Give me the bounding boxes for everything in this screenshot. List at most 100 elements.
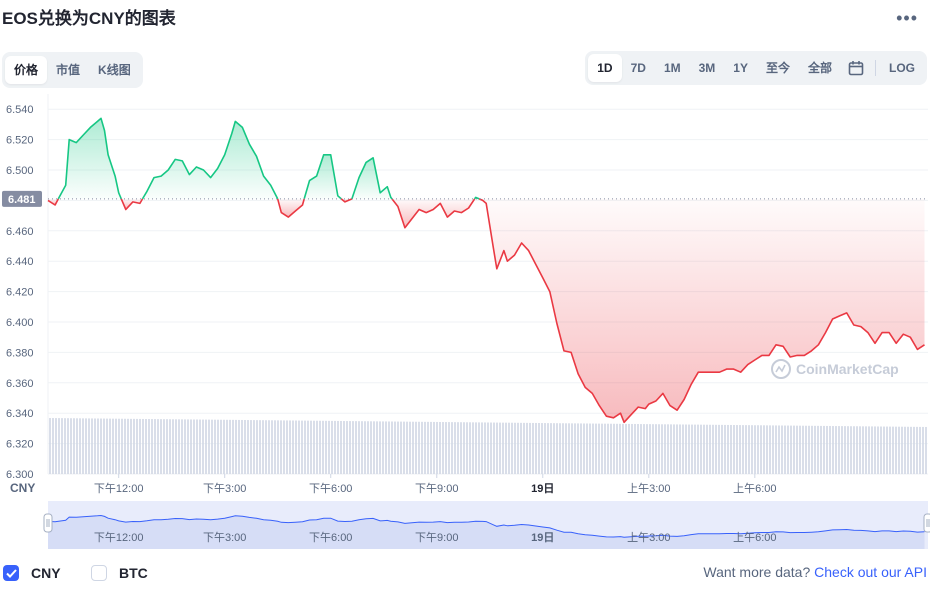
- navigator-tick-label: 上午3:00: [627, 531, 670, 544]
- volume-bar: [442, 422, 444, 474]
- volume-bar: [469, 422, 471, 474]
- cny-checkbox[interactable]: [3, 565, 19, 581]
- volume-bar: [562, 423, 564, 474]
- volume-bar: [295, 420, 297, 474]
- volume-bar: [265, 420, 267, 474]
- range-tab-0[interactable]: 1D: [588, 54, 622, 82]
- volume-bar: [496, 422, 498, 474]
- more-data-text: Want more data?: [703, 564, 811, 580]
- volume-bar: [460, 422, 462, 474]
- volume-bar: [157, 419, 159, 474]
- range-tab-2[interactable]: 1M: [663, 61, 681, 75]
- volume-bar: [556, 423, 558, 474]
- volume-bar: [886, 426, 888, 474]
- reference-price-badge: [2, 190, 42, 207]
- volume-bar: [307, 420, 309, 474]
- volume-bar: [325, 420, 327, 474]
- price-line-down: [391, 198, 476, 229]
- volume-bar: [709, 424, 711, 474]
- volume-bar: [64, 418, 66, 474]
- navigator-tick-label: 下午9:00: [415, 531, 458, 544]
- volume-bar: [856, 426, 858, 474]
- volume-bar: [466, 422, 468, 474]
- volume-bar: [361, 421, 363, 474]
- volume-bar: [283, 420, 285, 474]
- volume-bar: [52, 418, 54, 474]
- y-tick-label: 6.340: [6, 408, 34, 420]
- volume-bar: [865, 426, 867, 474]
- volume-bar: [595, 423, 597, 474]
- btc-checkbox[interactable]: [91, 565, 107, 581]
- volume-bar: [907, 426, 909, 474]
- volume-bar: [256, 420, 258, 474]
- price-line-up: [57, 117, 123, 200]
- volume-bar: [847, 426, 849, 474]
- volume-bar: [568, 423, 570, 474]
- volume-bar: [112, 418, 114, 474]
- volume-bar: [268, 420, 270, 474]
- volume-bar: [520, 422, 522, 474]
- view-tab-1[interactable]: 市值: [56, 63, 81, 77]
- volume-bar: [181, 419, 183, 474]
- volume-bar: [670, 424, 672, 474]
- volume-bar: [841, 426, 843, 474]
- volume-bar: [778, 425, 780, 474]
- navigator-tick-label: 19日: [531, 531, 554, 544]
- volume-bar: [616, 423, 618, 474]
- volume-bar: [901, 426, 903, 474]
- volume-bar: [553, 423, 555, 474]
- volume-bar: [439, 421, 441, 474]
- volume-bar: [838, 426, 840, 474]
- volume-bar: [91, 418, 93, 474]
- log-scale-toggle[interactable]: LOG: [889, 61, 915, 75]
- x-tick-label: 上午6:00: [733, 482, 776, 495]
- volume-bar: [67, 418, 69, 474]
- range-tab-4[interactable]: 1Y: [733, 61, 748, 75]
- volume-bar: [892, 426, 894, 474]
- volume-bar: [286, 420, 288, 474]
- volume-bar: [190, 419, 192, 474]
- reference-line: 6.481: [2, 190, 928, 207]
- price-chart[interactable]: 6.300 6.320 6.340 6.360 6.380 6.400 6.420 6.440…: [0, 0, 930, 555]
- volume-bar: [292, 420, 294, 474]
- range-tab-1[interactable]: 7D: [630, 61, 646, 75]
- range-tab-6[interactable]: 全部: [807, 61, 832, 75]
- volume-bar: [253, 420, 255, 474]
- api-link[interactable]: Check out our API: [814, 564, 927, 580]
- range-navigator[interactable]: 下午12:00 下午3:00 下午6:00 下午9:00 19日 上午3:00 上午6:00: [43, 501, 930, 549]
- volume-bar: [472, 422, 474, 474]
- area-below-reference: [121, 198, 143, 210]
- volume-bar: [880, 426, 882, 474]
- volume-bar: [340, 420, 342, 474]
- volume-bar: [871, 426, 873, 474]
- view-tab-0[interactable]: 价格: [5, 56, 48, 84]
- volume-bar: [619, 423, 621, 474]
- volume-bar: [721, 424, 723, 474]
- view-tab-2[interactable]: K线图: [98, 63, 131, 77]
- volume-bar: [136, 418, 138, 474]
- volume-bar: [433, 421, 435, 474]
- volume-bar: [493, 422, 495, 474]
- volume-bar: [748, 425, 750, 474]
- range-tab-3[interactable]: 3M: [698, 61, 716, 75]
- volume-bar: [508, 422, 510, 474]
- volume-bar: [817, 425, 819, 474]
- calendar-icon[interactable]: [841, 54, 871, 82]
- volume-bar: [583, 423, 585, 474]
- volume-bar: [499, 422, 501, 474]
- y-tick-label: 6.320: [6, 439, 34, 451]
- more-options-icon[interactable]: •••: [896, 8, 918, 28]
- volume-bar: [421, 421, 423, 474]
- navigator-handle-left[interactable]: [43, 513, 53, 533]
- volume-bar: [328, 420, 330, 474]
- volume-bar: [346, 421, 348, 474]
- volume-bar: [400, 421, 402, 474]
- volume-bar: [622, 423, 624, 474]
- volume-bar: [274, 420, 276, 474]
- volume-bar: [793, 425, 795, 474]
- volume-bar: [745, 425, 747, 474]
- volume-bar: [661, 424, 663, 474]
- navigator-tick-label: 下午3:00: [203, 531, 246, 544]
- range-tab-5[interactable]: 至今: [765, 61, 790, 75]
- volume-bar: [550, 423, 552, 474]
